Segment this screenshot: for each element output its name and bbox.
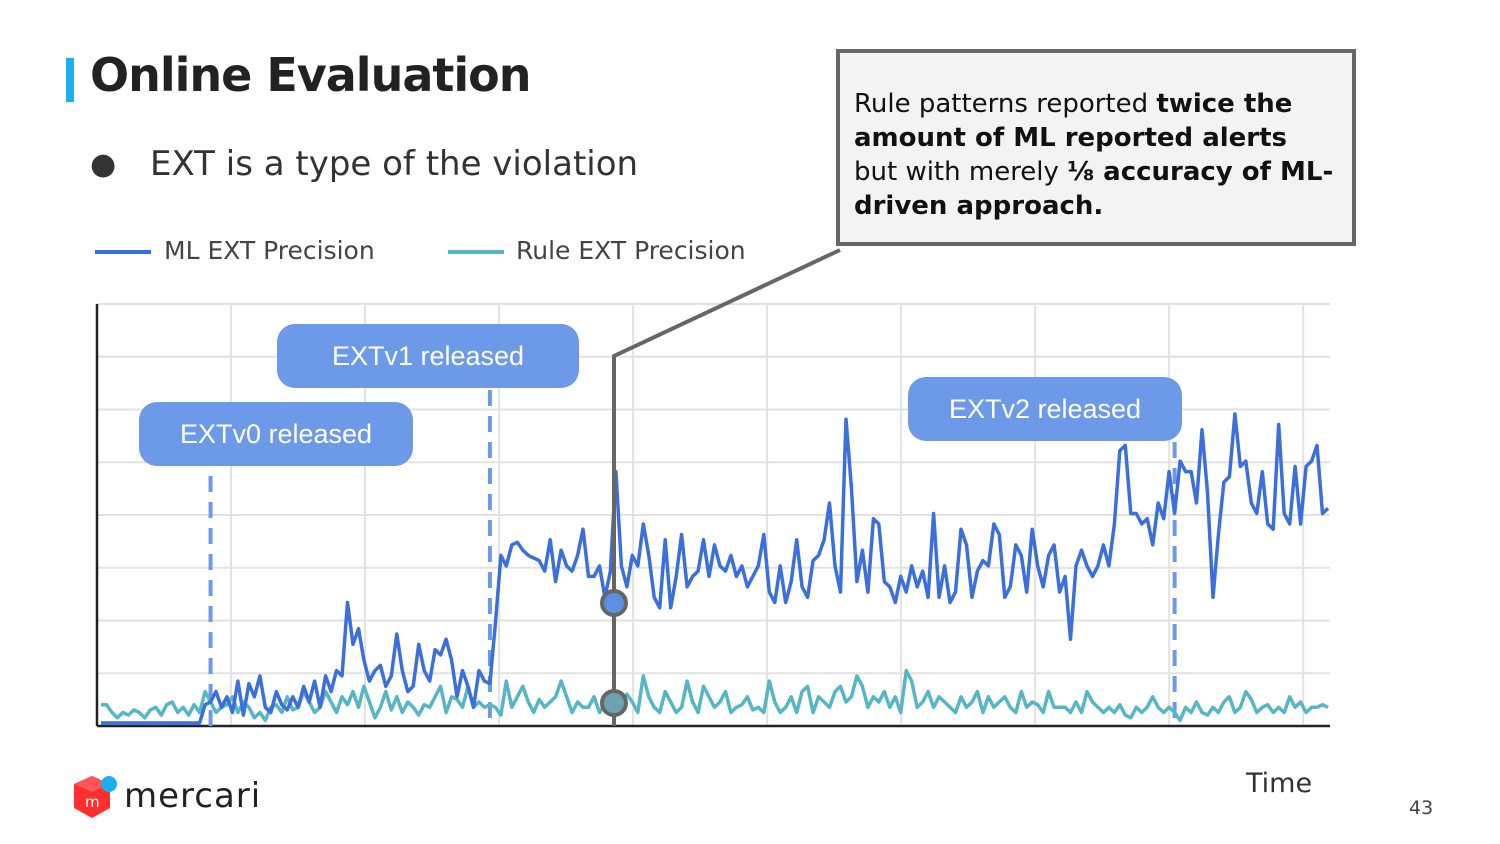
chart-axes xyxy=(95,304,1330,728)
x-axis-label: Time xyxy=(1246,768,1313,799)
page-title: Online Evaluation xyxy=(90,48,531,102)
release-badge-v0: EXTv0 released xyxy=(139,402,413,466)
callout-bold-2: ⅛ accuracy of ML-driven approach. xyxy=(854,157,1334,221)
legend-ml-swatch xyxy=(95,250,151,254)
page-number: 43 xyxy=(1409,797,1434,819)
legend-rule-label: Rule EXT Precision xyxy=(516,236,746,265)
release-badge-v2: EXTv2 released xyxy=(908,377,1182,441)
legend-ml-label: ML EXT Precision xyxy=(164,236,375,265)
bullet-text: EXT is a type of the violation xyxy=(150,144,639,184)
insight-callout: Rule patterns reported twice the amount … xyxy=(836,49,1356,246)
series-line-rule xyxy=(101,668,1329,723)
callout-text-2: but with merely xyxy=(854,157,1068,187)
callout-bold-1: twice the amount of ML reported alerts xyxy=(854,89,1293,153)
callout-pointer-line xyxy=(612,248,841,726)
mercari-logo-icon: m xyxy=(74,776,117,818)
ml-point-marker xyxy=(600,589,628,617)
rule-point-marker xyxy=(600,689,628,717)
svg-text:m: m xyxy=(85,793,100,811)
mercari-logo-text: mercari xyxy=(124,776,262,816)
release-badge-v1: EXTv1 released xyxy=(277,324,579,388)
title-accent-bar xyxy=(66,58,74,102)
series-line-ml xyxy=(101,412,1330,725)
legend-rule-swatch xyxy=(448,250,504,254)
bullet-dot: ● xyxy=(90,147,117,182)
release-markers xyxy=(208,390,1177,726)
callout-text-1: Rule patterns reported xyxy=(854,89,1157,119)
